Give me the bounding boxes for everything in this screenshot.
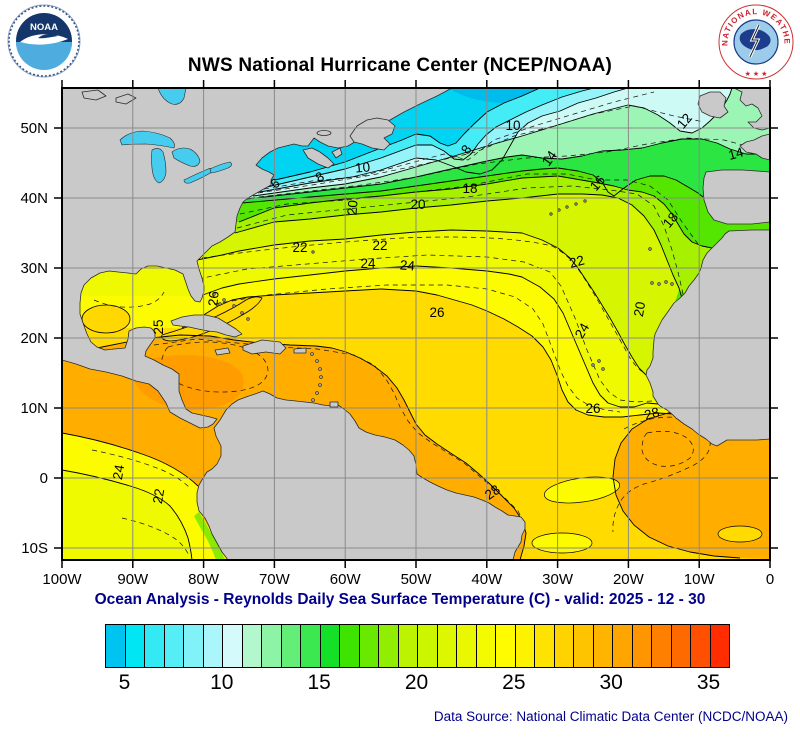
contour-label: 22 bbox=[568, 252, 586, 270]
data-source-note: Data Source: National Climatic Data Cent… bbox=[433, 709, 788, 724]
great-lakes bbox=[119, 88, 232, 184]
y-axis-label: 0 bbox=[40, 470, 48, 487]
colorbar-tick-label: 30 bbox=[599, 671, 623, 694]
colorbar-cell bbox=[554, 625, 574, 667]
colorbar-cell bbox=[281, 625, 301, 667]
x-axis-label: 70W bbox=[259, 571, 291, 588]
x-axis-label: 50W bbox=[401, 571, 433, 588]
colorbar-cell bbox=[340, 625, 360, 667]
contour-label: 22 bbox=[292, 240, 307, 255]
contour-label: 26 bbox=[205, 290, 221, 306]
page-title: NWS National Hurricane Center (NCEP/NOAA… bbox=[187, 55, 613, 76]
contour-label: 10 bbox=[354, 159, 370, 175]
colorbar-cell bbox=[710, 625, 729, 667]
contour-label: 26 bbox=[585, 401, 600, 416]
contour-label: 28 bbox=[643, 404, 661, 422]
colorbar-cell bbox=[106, 625, 126, 667]
colorbar-cell bbox=[593, 625, 613, 667]
colorbar-tick-label: 25 bbox=[502, 671, 526, 694]
x-axis-label: 80W bbox=[188, 571, 220, 588]
colorbar-cell bbox=[476, 625, 496, 667]
colorbar-cell bbox=[535, 625, 555, 667]
colorbar-cell bbox=[242, 625, 262, 667]
colorbar-labels: 5 10 15 20 25 30 35 bbox=[105, 671, 728, 699]
noaa-logo: NOAA bbox=[7, 4, 81, 78]
colorbar-cell bbox=[359, 625, 379, 667]
contour-label: 20 bbox=[631, 301, 648, 318]
colorbar-tick-label: 35 bbox=[696, 671, 721, 694]
contour-label: 20 bbox=[344, 199, 360, 215]
x-axis-label: 90W bbox=[117, 571, 149, 588]
y-axis-label: 10S bbox=[21, 540, 48, 557]
colorbar-cell bbox=[203, 625, 223, 667]
colorbar-cell bbox=[574, 625, 594, 667]
y-axis-label: 30N bbox=[20, 260, 48, 277]
x-axis-label: 30W bbox=[542, 571, 574, 588]
colorbar-cell bbox=[613, 625, 633, 667]
noaa-gull-icon bbox=[20, 34, 68, 45]
colorbar-cell bbox=[457, 625, 477, 667]
y-axis-label: 50N bbox=[20, 120, 48, 137]
colorbar-cell bbox=[671, 625, 691, 667]
contour-label: 18 bbox=[660, 210, 681, 231]
contour-label: 24 bbox=[110, 463, 127, 481]
colorbar-tick-label: 15 bbox=[307, 671, 331, 694]
contour-label: 22 bbox=[150, 488, 167, 505]
contour-label: 10 bbox=[505, 118, 520, 133]
contour-label: 24 bbox=[572, 320, 593, 341]
colorbar-cell bbox=[320, 625, 340, 667]
colorbar-cell bbox=[145, 625, 165, 667]
colorbar-cell bbox=[691, 625, 711, 667]
map-frame bbox=[61, 87, 771, 561]
colorbar-tick-label: 5 bbox=[118, 671, 131, 694]
noaa-logo-text-ring bbox=[8, 5, 80, 77]
x-axis-label: 0 bbox=[766, 571, 774, 588]
colorbar-tick-label: 20 bbox=[404, 671, 429, 694]
contour-label: 24 bbox=[360, 256, 376, 271]
x-axis-label: 100W bbox=[42, 571, 82, 588]
colorbar-cell bbox=[398, 625, 418, 667]
nws-logo: NATIONAL WEATHER SERVICE ★ ★ ★ bbox=[718, 4, 794, 80]
contour-label: 22 bbox=[372, 238, 387, 253]
contour-label: 28 bbox=[482, 482, 503, 503]
x-axis-label: 20W bbox=[613, 571, 645, 588]
colorbar-cell bbox=[223, 625, 243, 667]
contour-label: 12 bbox=[674, 111, 695, 132]
graticule bbox=[62, 88, 770, 560]
contour-label: 26 bbox=[429, 305, 444, 320]
contour-label: 18 bbox=[462, 181, 477, 196]
nws-stars: ★ ★ ★ bbox=[745, 70, 768, 78]
contour-label: 16 bbox=[587, 173, 608, 194]
colorbar bbox=[105, 624, 730, 668]
colorbar-cell bbox=[437, 625, 457, 667]
colorbar-cell bbox=[515, 625, 535, 667]
noaa-logo-label: NOAA bbox=[30, 22, 58, 33]
colorbar-cell bbox=[652, 625, 672, 667]
x-axis-label: 40W bbox=[471, 571, 503, 588]
map-caption: Ocean Analysis - Reynolds Daily Sea Surf… bbox=[94, 591, 706, 608]
contour-label: 25 bbox=[151, 319, 166, 334]
contour-label: 14 bbox=[727, 144, 746, 163]
colorbar-cell bbox=[125, 625, 145, 667]
colorbar-cell bbox=[418, 625, 438, 667]
colorbar-cell bbox=[301, 625, 321, 667]
contour-label: 20 bbox=[410, 197, 425, 212]
colorbar-cell bbox=[164, 625, 184, 667]
y-axis-label: 10N bbox=[20, 400, 48, 417]
contour-label: 24 bbox=[399, 257, 416, 273]
map-axes: 100W 90W 80W 70W 60W 50W 40W 30W 20W 10W 0 50N 40N 30… bbox=[20, 80, 778, 588]
colorbar-cell bbox=[632, 625, 652, 667]
colorbar-cell bbox=[379, 625, 399, 667]
colorbar-cell bbox=[496, 625, 516, 667]
x-axis-label: 10W bbox=[684, 571, 716, 588]
colorbar-cell bbox=[262, 625, 282, 667]
colorbar-tick-label: 10 bbox=[210, 671, 234, 694]
y-axis-label: 40N bbox=[20, 190, 48, 207]
colorbar-cell bbox=[184, 625, 204, 667]
x-axis-label: 60W bbox=[330, 571, 362, 588]
y-axis-label: 20N bbox=[20, 330, 48, 347]
